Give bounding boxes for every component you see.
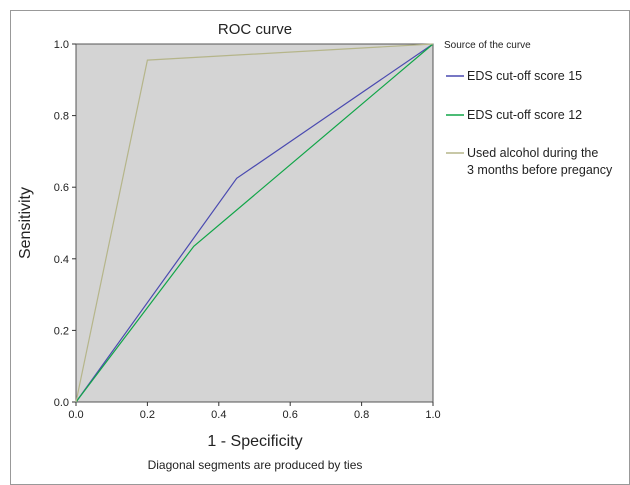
x-axis-label: 1 - Specificity [207,433,302,450]
x-tick-label: 1.0 [425,409,440,421]
y-tick-label: 0.8 [54,111,69,123]
series-line-3 [75,43,434,403]
y-tick-label: 0.4 [54,254,69,266]
x-tick-label: 0.4 [211,409,226,421]
legend-label-2: EDS cut-off score 12 [467,108,582,122]
y-tick-label: 0.6 [54,182,69,194]
y-tick-label: 0.2 [54,325,69,337]
legend-label-3: 3 months before pregancy [467,163,613,177]
plot-area [75,43,434,403]
x-tick-label: 0.8 [354,409,369,421]
x-tick-label: 0.6 [283,409,298,421]
footnote: Diagonal segments are produced by ties [148,458,363,472]
x-tick-label: 0.0 [68,409,83,421]
legend-label-3: Used alcohol during the [467,146,598,160]
series-lines [75,43,434,403]
x-tick-label: 0.2 [140,409,155,421]
legend-label-1: EDS cut-off score 15 [467,69,582,83]
series-line-1 [75,43,434,403]
series-line-2 [75,43,434,403]
y-axis-label: Sensitivity [17,187,34,259]
chart-title: ROC curve [218,21,292,38]
y-tick-label: 1.0 [54,39,69,51]
legend-title: Source of the curve [444,40,531,51]
axis-ticks: 0.0 0.2 0.4 0.6 0.8 1.0 0.0 0.2 0.4 0.6 0.8 1.0 [54,39,441,421]
legend: Source of the curve EDS cut-off score 15 E… [444,40,613,177]
y-tick-label: 0.0 [54,397,69,409]
